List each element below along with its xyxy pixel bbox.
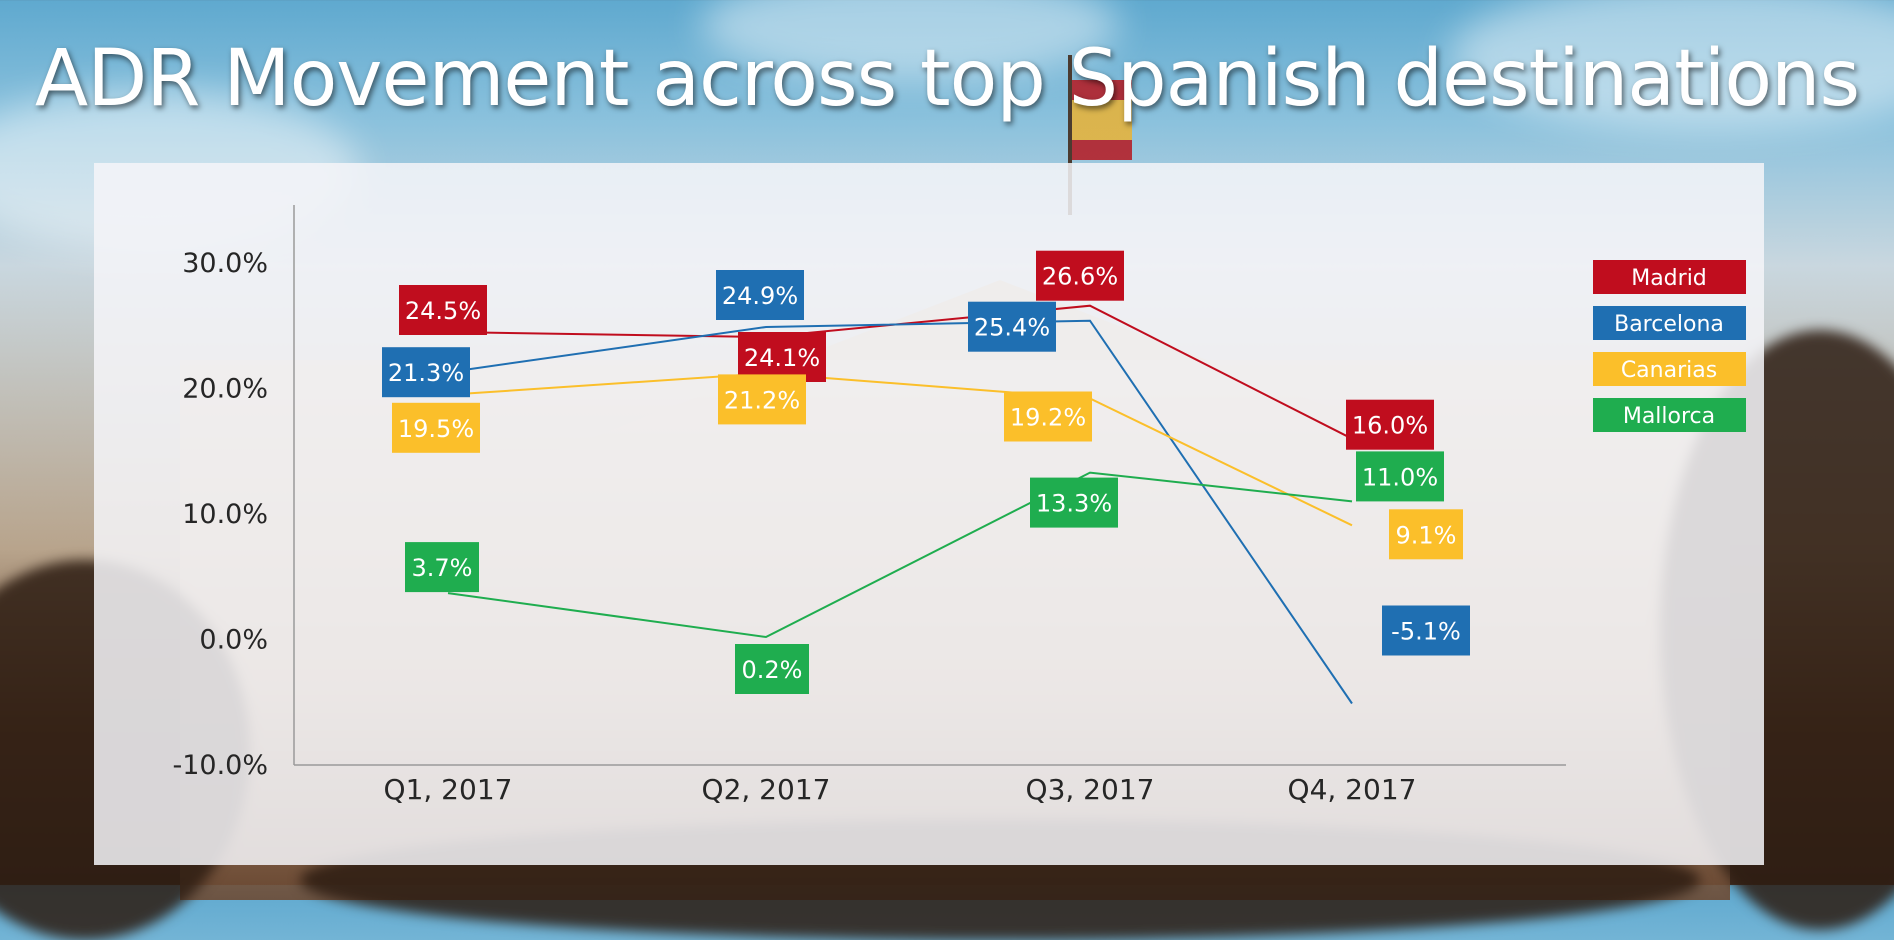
- data-label: 0.2%: [742, 656, 803, 684]
- legend-swatch-canarias: [1593, 352, 1746, 386]
- x-tick-label: Q3, 2017: [1026, 773, 1155, 806]
- x-tick-label: Q2, 2017: [702, 773, 831, 806]
- data-label: 24.9%: [722, 282, 798, 310]
- data-label-box: [382, 347, 470, 398]
- series-line-canarias: [447, 372, 1353, 527]
- x-tick-label: Q4, 2017: [1288, 773, 1417, 806]
- data-label-box: [405, 542, 479, 593]
- line-chart: -10.0% 0.0% 10.0% 20.0% 30.0% Q1, 2017 Q2, 201…: [172, 205, 1746, 806]
- data-label: 21.3%: [388, 359, 464, 387]
- y-tick-label: 10.0%: [182, 499, 268, 530]
- data-label: 13.3%: [1036, 490, 1112, 518]
- y-tick-label: 30.0%: [182, 248, 268, 279]
- data-label: 9.1%: [1396, 521, 1457, 549]
- data-label-box: [1346, 399, 1434, 450]
- data-label-box: [392, 402, 480, 453]
- data-label-box: [1030, 477, 1118, 528]
- slide-title: ADR Movement across top Spanish destinat…: [34, 34, 1860, 124]
- data-label-box: [738, 332, 826, 382]
- chart-lines: [447, 304, 1353, 705]
- series-line-madrid: [447, 304, 1353, 440]
- legend-swatch-mallorca: [1593, 398, 1746, 432]
- data-label-box: [716, 270, 804, 320]
- data-label-box: [968, 301, 1056, 352]
- series-line-mallorca: [447, 471, 1353, 639]
- data-label-box: [1382, 605, 1470, 656]
- data-label: 24.1%: [744, 344, 820, 372]
- data-label: 11.0%: [1362, 463, 1438, 491]
- series-line-barcelona: [447, 319, 1353, 705]
- legend-swatch-madrid: [1593, 260, 1746, 294]
- data-label-box: [1356, 451, 1444, 502]
- legend-label: Mallorca: [1623, 404, 1715, 429]
- data-label: -5.1%: [1391, 618, 1461, 646]
- chart-data-labels: 24.5% 24.1% 26.6% 16.0% 21.3% 24.9% 25.4% -5.1%…: [382, 250, 1470, 694]
- data-label-box: [399, 285, 487, 335]
- x-tick-label: Q1, 2017: [384, 773, 513, 806]
- data-label: 25.4%: [974, 314, 1050, 342]
- y-tick-label: 20.0%: [182, 374, 268, 405]
- data-label: 19.2%: [1010, 404, 1086, 432]
- data-label-box: [1004, 391, 1092, 442]
- data-label-box: [735, 644, 809, 694]
- y-tick-label: 0.0%: [199, 625, 268, 656]
- chart-legend: Madrid Barcelona Canarias Mallorca: [1593, 260, 1746, 432]
- chart-panel: [94, 163, 1764, 865]
- data-label: 26.6%: [1042, 263, 1118, 291]
- flag-pole: [1068, 55, 1072, 215]
- data-label: 19.5%: [398, 415, 474, 443]
- legend-label: Canarias: [1621, 358, 1717, 383]
- legend-label: Barcelona: [1614, 312, 1724, 337]
- legend-swatch-barcelona: [1593, 306, 1746, 340]
- data-label: 16.0%: [1352, 412, 1428, 440]
- spanish-flag: [1072, 80, 1132, 160]
- data-label: 21.2%: [724, 386, 800, 414]
- chart-axes: -10.0% 0.0% 10.0% 20.0% 30.0% Q1, 2017 Q2, 201…: [172, 205, 1566, 806]
- data-label: 3.7%: [412, 554, 473, 582]
- data-label: 24.5%: [405, 297, 481, 325]
- legend-label: Madrid: [1631, 266, 1707, 291]
- data-label-box: [1036, 250, 1124, 301]
- data-label-box: [718, 374, 806, 425]
- y-tick-label: -10.0%: [172, 750, 268, 781]
- data-label-box: [1389, 509, 1463, 560]
